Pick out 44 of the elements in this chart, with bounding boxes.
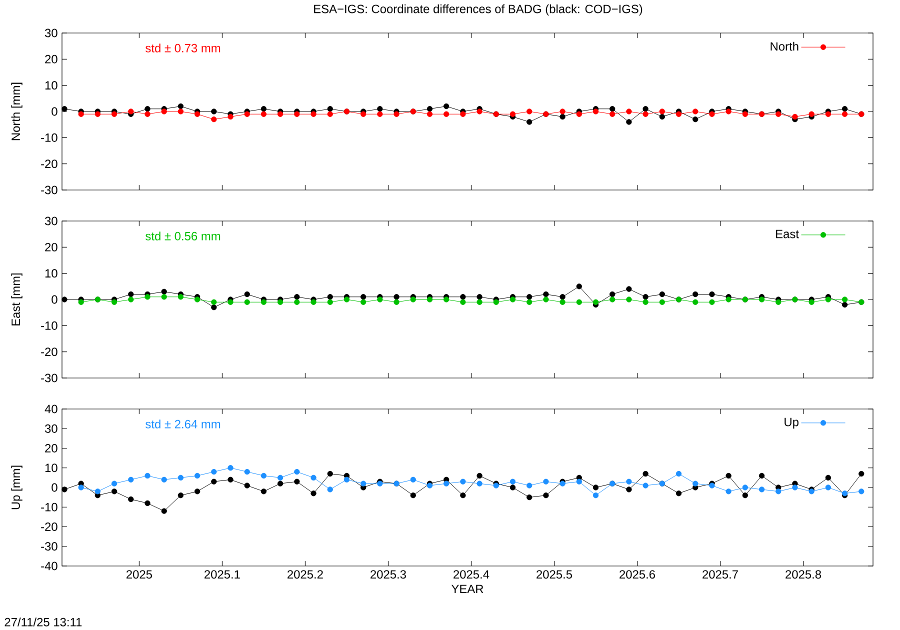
x-tick-label: 2025.6 bbox=[620, 570, 656, 579]
y-tick-label: -40 bbox=[41, 562, 58, 570]
y-tick-label: -20 bbox=[41, 160, 58, 168]
text: 27/11/25 13:11 bbox=[4, 618, 82, 626]
y-tick-label: 0 bbox=[52, 295, 58, 304]
x-tick-label: 2025.8 bbox=[786, 570, 822, 579]
x-tick-label: 2025.1 bbox=[204, 570, 240, 579]
y-tick-label: -20 bbox=[41, 522, 58, 531]
x-tick-label: 2025.3 bbox=[370, 570, 406, 579]
y-tick-label: 10 bbox=[45, 81, 58, 90]
y-tick-label: 30 bbox=[44, 216, 58, 226]
y-tick-label: 10 bbox=[45, 269, 58, 278]
legend-label: East bbox=[776, 230, 799, 238]
x-tick-label: 2025.2 bbox=[288, 570, 323, 579]
y-axis-title: Up [mm] bbox=[11, 466, 22, 510]
x-tick-label: 2025.7 bbox=[702, 570, 738, 579]
legend-label: Up bbox=[784, 418, 798, 429]
annotation: std ± 0.56 mm bbox=[146, 232, 220, 240]
y-tick-label: -20 bbox=[41, 348, 58, 356]
y-tick-label: 0 bbox=[52, 107, 58, 116]
y-tick-label: 10 bbox=[45, 464, 58, 472]
y-tick-label: 20 bbox=[45, 54, 58, 64]
chart-title: ESA−IGS: Coordinate differences of BADG (black: COD−IGS) bbox=[314, 4, 642, 16]
y-axis-title: North [mm] bbox=[11, 82, 22, 140]
y-tick-label: -10 bbox=[41, 502, 58, 512]
y-tick-label: 20 bbox=[45, 242, 58, 252]
y-tick-label: -30 bbox=[41, 374, 58, 382]
y-tick-label: 20 bbox=[45, 444, 58, 452]
y-axis-title: East [mm] bbox=[11, 273, 22, 326]
y-tick-label: 30 bbox=[44, 28, 58, 38]
x-tick-label: 2025 bbox=[126, 570, 152, 579]
y-tick-label: 30 bbox=[44, 424, 58, 433]
x-tick-label: 2025.4 bbox=[454, 570, 490, 579]
y-tick-label: -30 bbox=[41, 542, 58, 551]
annotation: std ± 0.73 mm bbox=[146, 44, 220, 52]
x-axis-title: YEAR bbox=[451, 584, 484, 594]
y-tick-label: 40 bbox=[44, 404, 58, 414]
annotation: std ± 2.64 mm bbox=[146, 420, 220, 428]
y-tick-label: -10 bbox=[41, 321, 58, 330]
y-tick-label: -30 bbox=[41, 186, 58, 194]
x-tick-label: 2025.5 bbox=[536, 570, 572, 579]
legend-label: North bbox=[770, 42, 798, 51]
y-tick-label: 0 bbox=[52, 483, 58, 492]
y-tick-label: -10 bbox=[41, 133, 58, 142]
